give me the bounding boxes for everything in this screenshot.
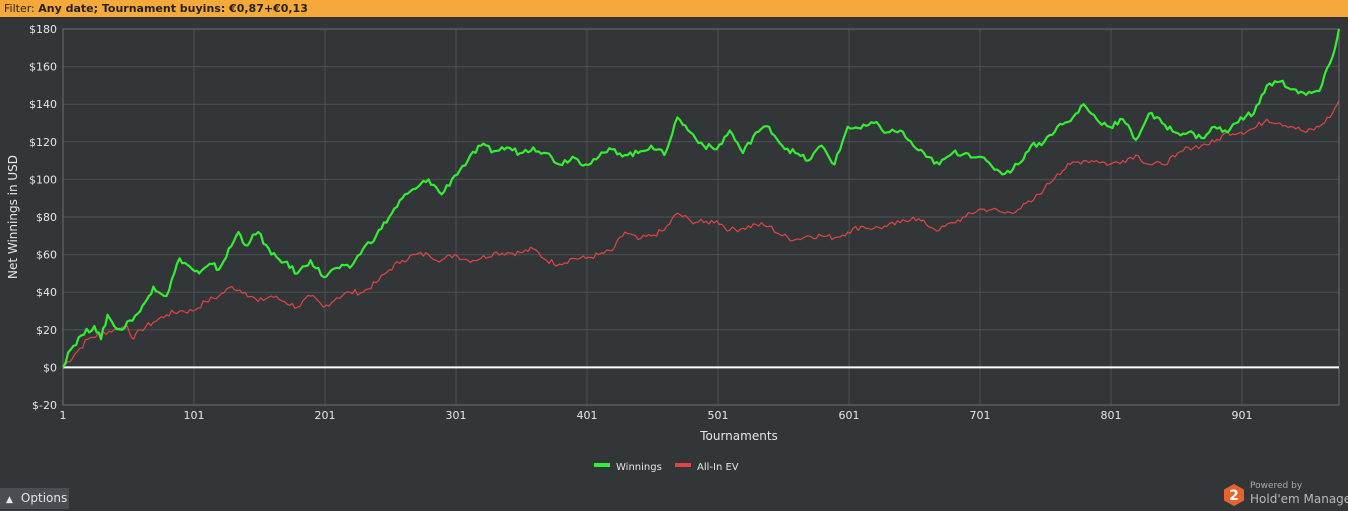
options-label: Options (20, 491, 68, 505)
x-tick-label: 1 (60, 409, 67, 422)
x-tick-label: 801 (1101, 409, 1122, 422)
hem-logo-icon: 2 (1224, 484, 1244, 506)
logo-badge-text: 2 (1229, 488, 1239, 504)
x-axis-ticks: 1 101 201 301 401 501 601 701 801 901 (60, 409, 1253, 422)
winnings-chart: $-20 $0 $20 $40 $60 $80 $100 $120 $140 $160 $180 1… (6, 23, 1341, 473)
x-tick-label: 601 (839, 409, 860, 422)
filter-value: Any date; Tournament buyins: €0,87+€0,13 (38, 2, 308, 15)
y-tick-label: $20 (36, 324, 57, 337)
plot-frame (62, 28, 1340, 406)
y-tick-label: $160 (29, 61, 57, 74)
x-tick-label: 501 (708, 409, 729, 422)
y-tick-label: $-20 (32, 399, 57, 412)
y-tick-label: $40 (36, 286, 57, 299)
hem-branding: 2 Powered by Hold'em Manager (1222, 480, 1348, 509)
y-tick-label: $120 (29, 136, 57, 149)
series-line-all-in-ev (62, 100, 1340, 368)
grid (62, 28, 1339, 406)
x-tick-label: 901 (1232, 409, 1253, 422)
options-button[interactable]: ▲ Options (0, 488, 69, 509)
legend-label-winnings: Winnings (616, 462, 662, 473)
chevron-up-icon: ▲ (6, 495, 13, 505)
y-tick-label: $180 (29, 23, 57, 36)
x-axis-label: Tournaments (699, 429, 778, 443)
y-tick-label: $140 (29, 98, 57, 111)
y-axis-label: Net Winnings in USD (6, 155, 20, 279)
legend-swatch-winnings (594, 463, 610, 467)
x-tick-label: 301 (446, 409, 467, 422)
y-tick-label: $60 (36, 249, 57, 262)
filter-bar: Filter: Any date; Tournament buyins: €0,… (0, 0, 1348, 17)
y-tick-label: $80 (36, 211, 57, 224)
y-tick-label: $100 (29, 173, 57, 186)
legend: Winnings All-In EV (594, 462, 739, 473)
legend-swatch-all-in-ev (675, 463, 691, 467)
y-tick-label: $0 (43, 361, 57, 374)
x-tick-label: 201 (315, 409, 336, 422)
filter-label: Filter: (4, 2, 35, 15)
legend-label-all-in-ev: All-In EV (697, 462, 739, 473)
x-tick-label: 101 (184, 409, 205, 422)
product-name: Hold'em Manager (1250, 492, 1348, 506)
powered-by-text: Powered by (1250, 481, 1303, 491)
x-tick-label: 401 (577, 409, 598, 422)
y-axis-ticks: $-20 $0 $20 $40 $60 $80 $100 $120 $140 $160 $180 (29, 23, 57, 412)
series-lines (62, 28, 1341, 368)
series-line-winnings (62, 28, 1341, 368)
x-tick-label: 701 (970, 409, 991, 422)
